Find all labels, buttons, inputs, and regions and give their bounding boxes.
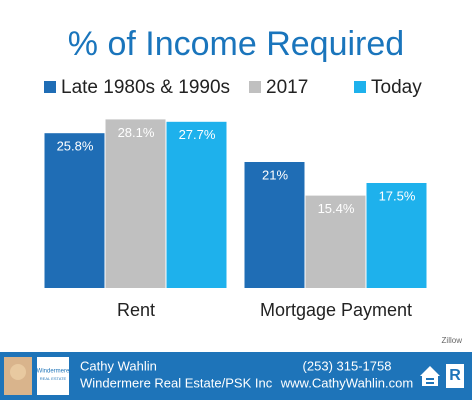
value-label: 15.4% [318, 201, 355, 216]
logo-text: Windermere [37, 369, 70, 375]
value-label: 21% [262, 167, 288, 182]
realtor-letter: R [449, 367, 461, 384]
bar [166, 121, 227, 288]
legend-label: Late 1980s & 1990s [61, 77, 230, 98]
chart-title: % of Income Required [68, 25, 404, 63]
x-tick-label: Mortgage Payment [260, 300, 412, 320]
equal-housing-icon [420, 366, 440, 386]
bar [366, 183, 427, 288]
bar [44, 133, 105, 288]
realtor-icon [446, 364, 464, 388]
photo-face [10, 364, 26, 380]
value-label: 17.5% [379, 188, 416, 203]
footer-bar [0, 352, 472, 400]
legend-swatch [354, 81, 366, 93]
bar [244, 162, 305, 288]
legend-swatch [249, 81, 261, 93]
legend-label: Today [371, 77, 422, 98]
bar [305, 195, 366, 288]
agent-name: Cathy Wahlin [80, 358, 157, 373]
value-label: 28.1% [118, 125, 155, 140]
agent-website: www.CathyWahlin.com [280, 375, 413, 390]
agent-phone: (253) 315-1758 [303, 358, 392, 373]
logo-subtext: REAL ESTATE [40, 376, 67, 381]
plot: Late 1980s & 1990s 2017 Today Rent 25.8% 28.1… [44, 77, 427, 320]
bar [105, 119, 166, 289]
legend-swatch [44, 81, 56, 93]
x-tick-label: Rent [117, 300, 155, 320]
value-label: 27.7% [179, 127, 216, 142]
source: Zillow [442, 336, 463, 345]
legend-label: 2017 [266, 77, 308, 98]
logo-box [37, 357, 69, 395]
agent-company: Windermere Real Estate/PSK Inc [80, 375, 273, 390]
value-label: 25.8% [57, 139, 94, 154]
